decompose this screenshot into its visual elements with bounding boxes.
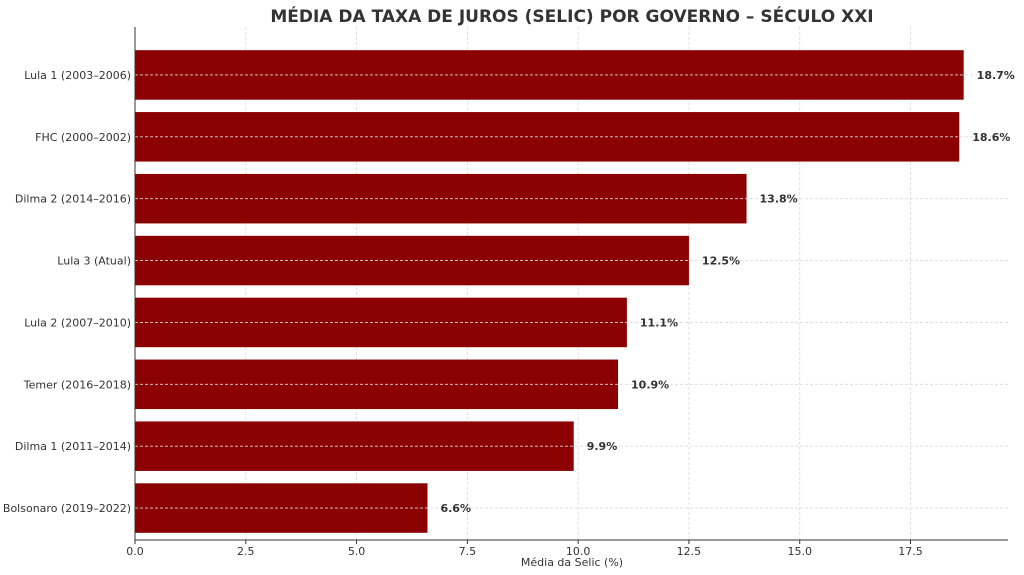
x-tick-label: 12.5 (677, 545, 702, 558)
x-tick-label: 17.5 (898, 545, 923, 558)
axis-layer: 0.0 2.5 5.0 7.5 10.0 12.5 15.0 17.5 (126, 27, 1008, 558)
bar (135, 50, 964, 100)
category-label: Dilma 2 (2014–2016) (15, 193, 131, 206)
x-tick-label: 10.0 (566, 545, 591, 558)
value-label: 18.6% (972, 131, 1010, 144)
category-label: Lula 2 (2007–2010) (24, 316, 131, 329)
x-tick-label: 15.0 (787, 545, 812, 558)
value-label: 6.6% (440, 502, 471, 515)
category-label: FHC (2000–2002) (35, 131, 131, 144)
horizontal-grid-layer (135, 74, 1008, 509)
category-label: Temer (2016–2018) (23, 378, 131, 391)
category-label: Lula 3 (Atual) (57, 255, 131, 268)
category-label: Bolsonaro (2019–2022) (3, 502, 131, 515)
value-label: 9.9% (587, 440, 618, 453)
value-label: 11.1% (640, 316, 678, 329)
category-label: Lula 1 (2003–2006) (24, 69, 131, 82)
value-label: 12.5% (702, 255, 740, 268)
x-axis-title: Média da Selic (%) (521, 556, 623, 569)
x-tick-label: 0.0 (126, 545, 144, 558)
x-tick-label: 5.0 (348, 545, 366, 558)
category-label: Dilma 1 (2011–2014) (15, 440, 131, 453)
chart-title: MÉDIA DA TAXA DE JUROS (SELIC) POR GOVER… (270, 5, 873, 27)
x-tick-label: 2.5 (237, 545, 255, 558)
value-label: 13.8% (760, 193, 798, 206)
value-label: 18.7% (977, 69, 1015, 82)
value-label: 10.9% (631, 378, 669, 391)
label-layer: Lula 1 (2003–2006) 18.7% FHC (2000–2002) 18… (3, 69, 1015, 515)
bar-layer (135, 50, 964, 533)
x-tick-label: 7.5 (459, 545, 477, 558)
